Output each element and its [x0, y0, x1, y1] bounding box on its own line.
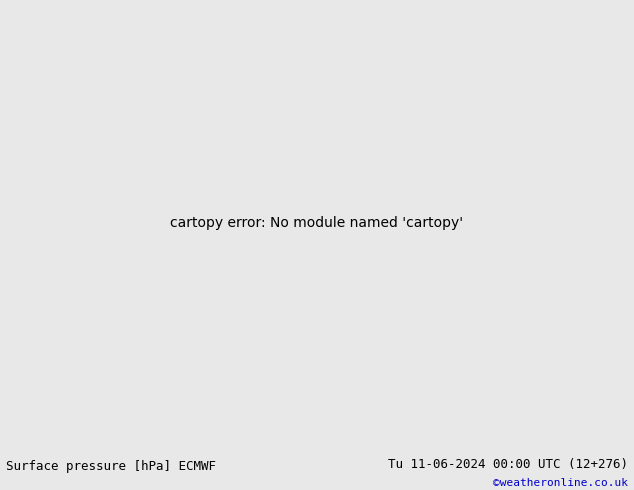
Text: Surface pressure [hPa] ECMWF: Surface pressure [hPa] ECMWF [6, 460, 216, 473]
Text: ©weatheronline.co.uk: ©weatheronline.co.uk [493, 478, 628, 489]
Text: cartopy error: No module named 'cartopy': cartopy error: No module named 'cartopy' [171, 216, 463, 230]
Text: Tu 11-06-2024 00:00 UTC (12+276): Tu 11-06-2024 00:00 UTC (12+276) [387, 458, 628, 471]
